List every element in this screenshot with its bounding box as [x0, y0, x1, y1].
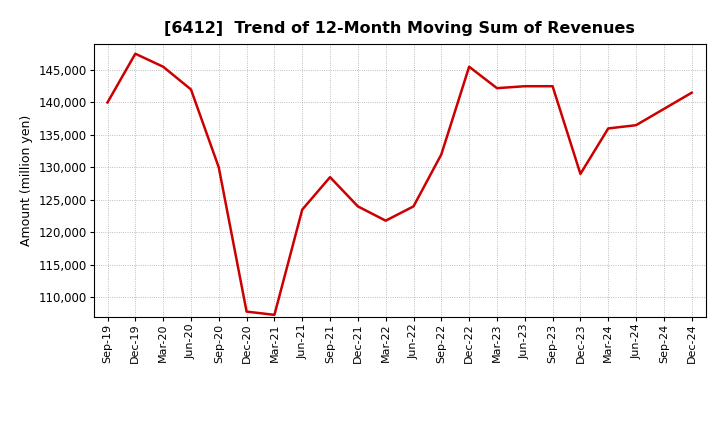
Title: [6412]  Trend of 12-Month Moving Sum of Revenues: [6412] Trend of 12-Month Moving Sum of R…: [164, 21, 635, 36]
Y-axis label: Amount (million yen): Amount (million yen): [20, 115, 33, 246]
